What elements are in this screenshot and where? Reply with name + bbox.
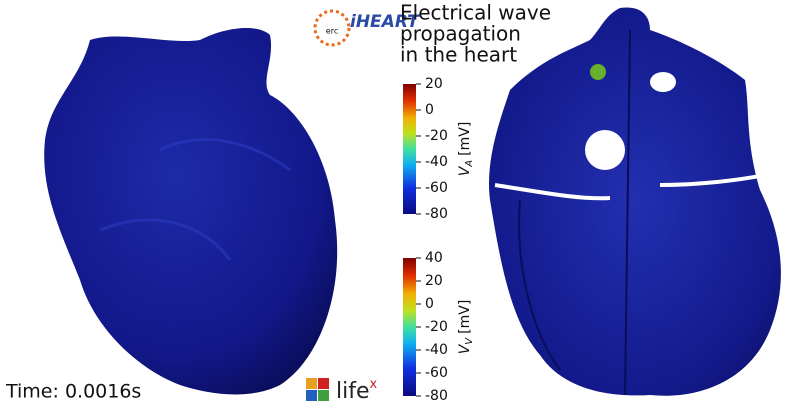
colorbars: 200-20-40-60-80VA[mV]40200-20-40-60-80VV… [403, 76, 475, 404]
heart-right-hole [585, 130, 625, 170]
tick-label: 20 [425, 76, 443, 92]
tick-label: 20 [425, 273, 443, 289]
subscript: V [464, 337, 475, 345]
colorbar-label: VV [mV] [457, 300, 475, 355]
valve-hole [650, 72, 676, 92]
tick-label: -80 [425, 388, 448, 404]
heart-left [44, 28, 338, 395]
septum [518, 29, 631, 396]
symbol: V [457, 165, 473, 176]
symbol: V [457, 343, 473, 354]
title-line: Electrical wave [400, 1, 551, 25]
colorbar-label: VA [mV] [457, 122, 475, 177]
heart-right-gap [494, 173, 766, 201]
erc-logo: erc [326, 27, 338, 36]
colorbar [403, 84, 416, 214]
tick-label: -20 [425, 319, 448, 335]
tick-label: -40 [425, 342, 448, 358]
tick-label: 0 [425, 102, 434, 118]
activation-spot [590, 64, 606, 80]
subscript: A [464, 160, 475, 168]
unit: [mV] [457, 300, 473, 334]
unit: [mV] [457, 122, 473, 156]
tick-label: -20 [425, 128, 448, 144]
heart-right [489, 7, 781, 396]
heart-left-highlight [99, 138, 291, 261]
lifex-sup: x [370, 377, 378, 392]
tick-label: 40 [425, 250, 443, 266]
title-line: propagation [400, 22, 521, 46]
tick-label: -80 [425, 206, 448, 222]
lifex-text: life [336, 379, 370, 404]
lifex-logo: lifex [336, 377, 378, 405]
tick-label: 0 [425, 296, 434, 312]
lifex-cube [306, 378, 329, 401]
tick-label: -60 [425, 180, 448, 196]
tick-label: -40 [425, 154, 448, 170]
title-line: in the heart [400, 43, 517, 67]
time-label: Time: 0.0016s [5, 381, 141, 403]
colorbar [403, 258, 416, 396]
iheart-logo: iHEART [350, 12, 420, 32]
tick-label: -60 [425, 365, 448, 381]
erc-logo-mark [313, 9, 351, 47]
